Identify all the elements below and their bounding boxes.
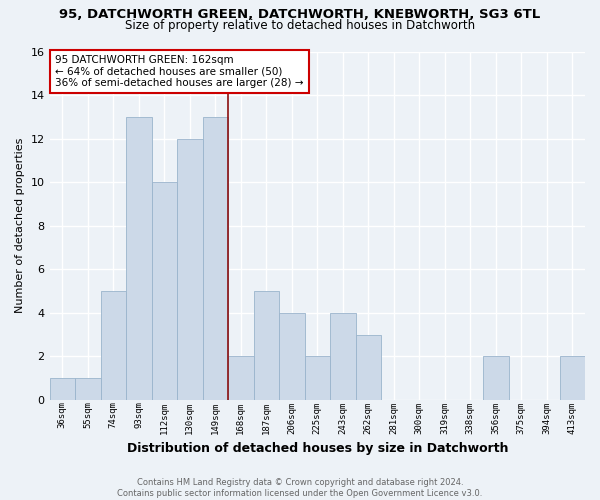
Bar (254, 291, 279, 400)
Bar (152, 182, 177, 400)
Bar (356, 334, 381, 400)
Bar (75, 378, 101, 400)
Bar (305, 356, 330, 400)
Text: 95, DATCHWORTH GREEN, DATCHWORTH, KNEBWORTH, SG3 6TL: 95, DATCHWORTH GREEN, DATCHWORTH, KNEBWO… (59, 8, 541, 20)
Bar (560, 356, 585, 400)
Text: 95 DATCHWORTH GREEN: 162sqm
← 64% of detached houses are smaller (50)
36% of sem: 95 DATCHWORTH GREEN: 162sqm ← 64% of det… (55, 55, 304, 88)
X-axis label: Distribution of detached houses by size in Datchworth: Distribution of detached houses by size … (127, 442, 508, 455)
Y-axis label: Number of detached properties: Number of detached properties (15, 138, 25, 314)
Bar (126, 117, 152, 400)
Bar (203, 117, 228, 400)
Bar (101, 291, 126, 400)
Text: Size of property relative to detached houses in Datchworth: Size of property relative to detached ho… (125, 19, 475, 32)
Text: Contains HM Land Registry data © Crown copyright and database right 2024.
Contai: Contains HM Land Registry data © Crown c… (118, 478, 482, 498)
Bar (177, 138, 203, 400)
Bar (330, 313, 356, 400)
Bar (228, 356, 254, 400)
Bar (483, 356, 509, 400)
Bar (50, 378, 75, 400)
Bar (279, 313, 305, 400)
